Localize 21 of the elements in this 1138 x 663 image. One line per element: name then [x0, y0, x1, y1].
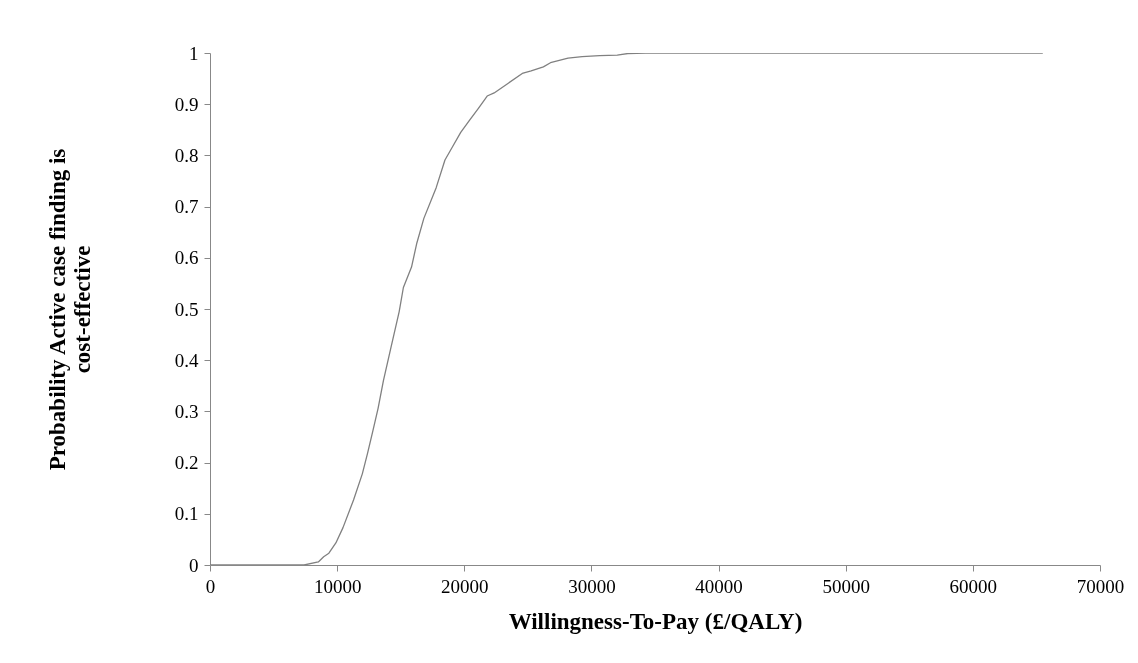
- x-tick-label: 70000: [1076, 575, 1125, 597]
- y-tick-label: 0: [189, 554, 199, 576]
- x-tick-label: 40000: [695, 575, 743, 597]
- y-tick-label: 0.4: [174, 349, 199, 371]
- y-axis-title: Probability Active case finding is cost-effective: [44, 148, 95, 471]
- x-tick-label: 10000: [313, 575, 362, 597]
- y-tick-label: 0.7: [174, 196, 199, 218]
- y-tick-label: 0.6: [174, 247, 199, 269]
- y-tick-label: 0.5: [174, 298, 199, 320]
- y-tick-label: 0.2: [174, 452, 199, 474]
- y-tick-label: 1: [189, 42, 199, 64]
- x-tick-label: 50000: [822, 575, 870, 597]
- y-tick-label: 0.3: [174, 400, 199, 422]
- x-tick-label: 60000: [949, 575, 998, 597]
- x-tick-label: 20000: [441, 575, 489, 597]
- y-tick-label: 0.9: [174, 93, 199, 115]
- y-tick-label: 0.8: [174, 144, 199, 166]
- x-tick-label: 0: [205, 575, 216, 597]
- x-tick-label: 30000: [568, 575, 616, 597]
- x-axis-title: Willingness-To-Pay (£/QALY): [508, 608, 803, 634]
- y-tick-label: 0.1: [174, 503, 199, 525]
